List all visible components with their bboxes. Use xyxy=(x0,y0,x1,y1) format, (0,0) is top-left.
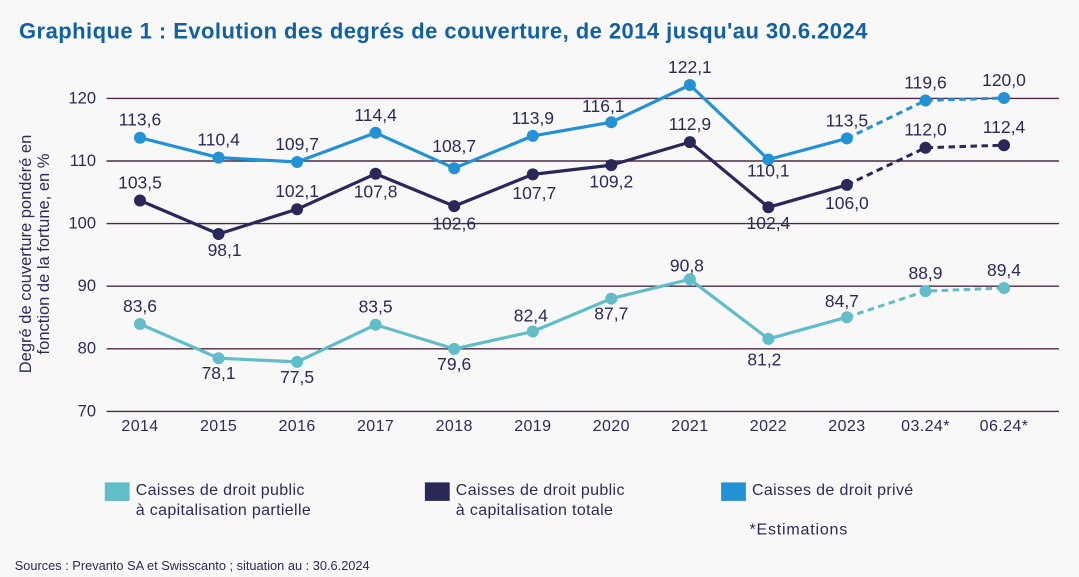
svg-text:Graphique 1 : Evolution des de: Graphique 1 : Evolution des degrés de co… xyxy=(19,19,868,44)
svg-text:2015: 2015 xyxy=(200,418,237,435)
svg-text:Caisses de droit public: Caisses de droit public xyxy=(456,482,625,499)
svg-text:102,1: 102,1 xyxy=(275,181,319,201)
svg-text:à capitalisation partielle: à capitalisation partielle xyxy=(136,502,311,519)
svg-text:2018: 2018 xyxy=(436,418,473,435)
svg-text:100: 100 xyxy=(68,215,96,233)
svg-text:107,8: 107,8 xyxy=(354,181,398,201)
svg-text:103,5: 103,5 xyxy=(118,173,162,193)
svg-text:109,7: 109,7 xyxy=(275,134,319,154)
svg-text:Caisses de droit public: Caisses de droit public xyxy=(136,482,305,499)
svg-text:98,1: 98,1 xyxy=(208,240,242,260)
svg-text:113,5: 113,5 xyxy=(826,110,869,130)
svg-text:77,5: 77,5 xyxy=(280,367,314,387)
svg-text:113,9: 113,9 xyxy=(512,108,555,128)
svg-text:112,4: 112,4 xyxy=(983,117,1026,137)
svg-text:79,6: 79,6 xyxy=(437,354,471,374)
svg-text:2019: 2019 xyxy=(514,418,551,435)
svg-text:110,1: 110,1 xyxy=(747,161,790,181)
svg-text:83,5: 83,5 xyxy=(359,297,393,317)
svg-text:119,6: 119,6 xyxy=(904,73,947,93)
svg-text:116,1: 116,1 xyxy=(582,96,625,116)
svg-text:120,0: 120,0 xyxy=(982,70,1026,90)
svg-text:03.24*: 03.24* xyxy=(901,418,950,435)
svg-text:Caisses de droit privé: Caisses de droit privé xyxy=(752,482,914,499)
svg-text:114,4: 114,4 xyxy=(354,105,397,125)
svg-text:110,4: 110,4 xyxy=(197,130,240,150)
svg-text:112,9: 112,9 xyxy=(669,114,712,134)
svg-text:2020: 2020 xyxy=(593,418,630,435)
svg-text:Degré de couverture pondéré en: Degré de couverture pondéré en xyxy=(17,135,35,374)
svg-text:fonction de la fortune, en %: fonction de la fortune, en % xyxy=(35,153,53,354)
svg-text:109,2: 109,2 xyxy=(589,172,633,192)
svg-text:108,7: 108,7 xyxy=(432,136,476,156)
svg-text:84,7: 84,7 xyxy=(825,291,859,311)
svg-text:2017: 2017 xyxy=(357,418,394,435)
svg-text:2014: 2014 xyxy=(121,418,158,435)
svg-text:Sources : Prevanto SA et Swiss: Sources : Prevanto SA et Swisscanto ; si… xyxy=(15,558,370,573)
svg-text:112,0: 112,0 xyxy=(904,120,947,140)
svg-text:120: 120 xyxy=(68,89,96,107)
svg-text:110: 110 xyxy=(70,152,96,170)
svg-text:à capitalisation totale: à capitalisation totale xyxy=(456,502,613,519)
svg-text:70: 70 xyxy=(78,402,96,420)
svg-text:88,9: 88,9 xyxy=(908,263,942,283)
svg-text:106,0: 106,0 xyxy=(825,193,869,213)
svg-text:*Estimations: *Estimations xyxy=(750,522,849,539)
svg-text:90,8: 90,8 xyxy=(670,255,704,275)
svg-text:107,7: 107,7 xyxy=(512,183,556,203)
svg-text:89,4: 89,4 xyxy=(987,260,1021,280)
svg-text:87,7: 87,7 xyxy=(594,304,628,324)
svg-text:83,6: 83,6 xyxy=(123,296,157,316)
svg-text:90: 90 xyxy=(78,277,96,295)
svg-text:2022: 2022 xyxy=(750,418,787,435)
svg-text:78,1: 78,1 xyxy=(202,363,236,383)
svg-text:2023: 2023 xyxy=(828,418,865,435)
svg-text:102,4: 102,4 xyxy=(747,213,791,233)
svg-text:122,1: 122,1 xyxy=(668,57,712,77)
svg-text:82,4: 82,4 xyxy=(514,306,548,326)
svg-text:06.24*: 06.24* xyxy=(980,418,1029,435)
svg-text:80: 80 xyxy=(78,340,96,358)
svg-text:102,6: 102,6 xyxy=(432,214,476,234)
svg-text:113,6: 113,6 xyxy=(119,110,162,130)
svg-text:2021: 2021 xyxy=(671,418,708,435)
svg-text:81,2: 81,2 xyxy=(747,349,781,369)
svg-text:2016: 2016 xyxy=(278,418,315,435)
